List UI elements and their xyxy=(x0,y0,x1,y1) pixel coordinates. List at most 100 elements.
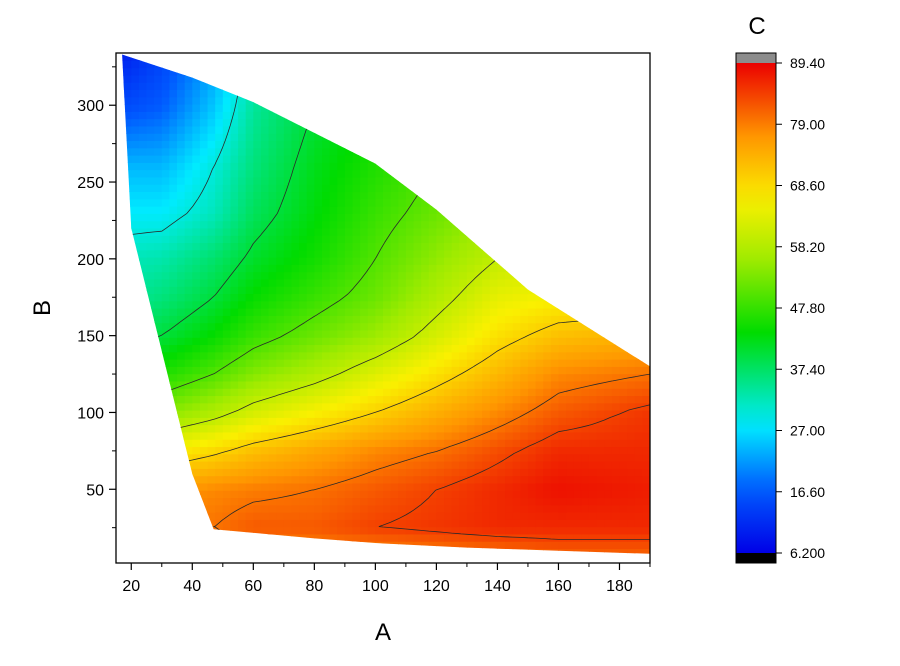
contour-cell xyxy=(268,468,277,477)
contour-cell xyxy=(474,395,483,404)
contour-cell xyxy=(276,227,285,236)
contour-cell xyxy=(573,329,582,338)
contour-cell xyxy=(321,402,331,411)
contour-cell xyxy=(604,446,613,455)
contour-cell xyxy=(314,439,323,448)
contour-cell xyxy=(138,220,148,229)
contour-cell xyxy=(459,242,468,251)
contour-cell xyxy=(222,461,232,469)
contour-cell xyxy=(482,504,491,513)
contour-cell xyxy=(428,526,437,535)
contour-cell xyxy=(192,169,201,178)
contour-cell xyxy=(444,242,453,251)
contour-cell xyxy=(428,388,437,397)
contour-cell xyxy=(421,533,430,542)
contour-cell xyxy=(466,410,476,418)
contour-cell xyxy=(177,388,186,397)
contour-cell xyxy=(184,264,193,273)
contour-cell xyxy=(283,461,293,469)
contour-cell xyxy=(375,249,384,258)
contour-cell xyxy=(138,191,148,200)
contour-cell xyxy=(329,424,338,433)
contour-cell xyxy=(383,206,392,214)
contour-cell xyxy=(482,271,491,280)
contour-cell xyxy=(146,293,155,302)
contour-cell xyxy=(253,169,262,178)
contour-cell xyxy=(276,417,285,426)
contour-cell xyxy=(413,242,422,251)
contour-cell xyxy=(184,322,193,331)
contour-cell xyxy=(604,388,613,397)
contour-cell xyxy=(367,264,376,273)
contour-cell xyxy=(276,176,285,185)
contour-cell xyxy=(344,395,354,404)
contour-cell xyxy=(238,206,247,214)
contour-cell xyxy=(352,337,361,346)
contour-cell xyxy=(215,344,224,353)
contour-cell xyxy=(177,380,186,389)
contour-cell xyxy=(581,351,590,360)
contour-cell xyxy=(642,373,650,382)
contour-cell xyxy=(321,366,331,375)
contour-cell xyxy=(459,446,468,455)
contour-cell xyxy=(283,184,293,193)
contour-cell xyxy=(321,533,331,542)
contour-cell xyxy=(222,322,232,331)
contour-cell xyxy=(329,264,338,273)
contour-cell xyxy=(367,329,376,338)
contour-cell xyxy=(497,512,506,520)
contour-cell xyxy=(367,366,376,375)
contour-cell xyxy=(260,213,270,222)
contour-cell xyxy=(489,315,499,324)
colorbar-tick-label: 47.80 xyxy=(790,300,825,316)
contour-cell xyxy=(398,351,407,360)
contour-cell xyxy=(215,155,224,163)
contour-cell xyxy=(611,424,621,433)
contour-cell xyxy=(436,533,445,542)
contour-cell xyxy=(199,417,209,426)
contour-cell xyxy=(619,453,628,462)
x-tick-label: 20 xyxy=(122,578,140,595)
contour-cell xyxy=(413,206,422,214)
contour-cell xyxy=(505,315,514,324)
contour-cell xyxy=(566,402,575,411)
contour-cell xyxy=(398,271,407,280)
contour-cell xyxy=(352,242,361,251)
contour-cell xyxy=(352,176,361,185)
contour-cell xyxy=(581,468,590,477)
contour-cell xyxy=(260,424,270,433)
contour-cell xyxy=(253,475,262,484)
contour-cell xyxy=(154,140,163,149)
contour-cell xyxy=(596,468,605,477)
contour-cell xyxy=(299,424,308,433)
contour-cell xyxy=(337,249,346,258)
contour-cell xyxy=(230,468,239,477)
contour-cell xyxy=(154,89,163,98)
contour-cell xyxy=(398,526,407,535)
contour-cell xyxy=(367,490,376,499)
contour-cell xyxy=(291,308,300,316)
contour-cell xyxy=(535,461,544,469)
contour-cell xyxy=(184,453,193,462)
contour-cell xyxy=(329,504,338,513)
contour-cell xyxy=(527,519,537,528)
contour-cell xyxy=(543,512,552,520)
contour-cell xyxy=(474,322,483,331)
contour-cell xyxy=(230,453,239,462)
contour-cell xyxy=(535,490,544,499)
contour-cell xyxy=(329,490,338,499)
contour-cell xyxy=(436,512,445,520)
contour-cell xyxy=(543,308,552,316)
contour-cell xyxy=(566,526,575,535)
contour-cell xyxy=(268,155,277,163)
contour-cell xyxy=(283,206,293,214)
contour-cell xyxy=(215,264,224,273)
contour-cell xyxy=(558,490,567,499)
contour-cell xyxy=(283,300,293,309)
contour-cell xyxy=(634,497,643,506)
contour-cell xyxy=(444,329,453,338)
contour-cell xyxy=(527,410,537,418)
contour-cell xyxy=(321,278,331,287)
contour-cell xyxy=(192,424,201,433)
contour-cell xyxy=(604,548,613,554)
